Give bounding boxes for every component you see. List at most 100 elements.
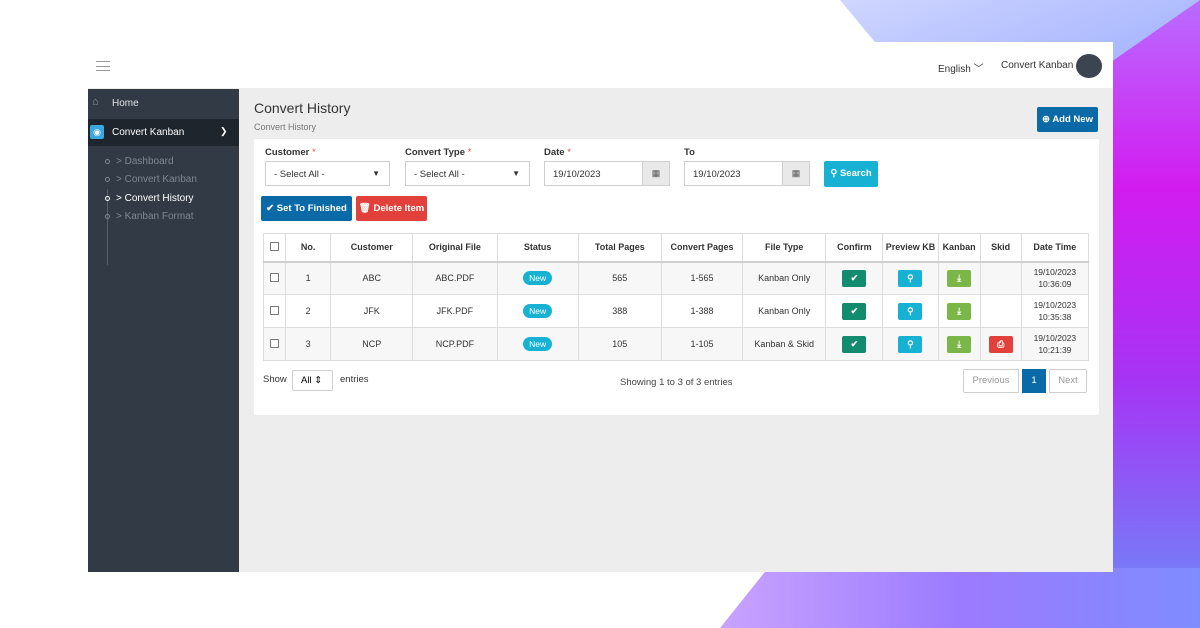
status-cell: New [496, 294, 579, 328]
customer-select[interactable]: - Select All - ▼ [265, 161, 390, 186]
file-cell: ABC.PDF [412, 261, 498, 295]
add-new-button[interactable]: ⊕ Add New [1037, 107, 1098, 132]
kanban-download-button[interactable]: ⤓ [947, 302, 972, 320]
row-select-cell[interactable] [262, 327, 287, 361]
confirm-button[interactable]: ✔ [842, 302, 867, 320]
column-header[interactable]: Convert Pages [660, 233, 744, 263]
column-header[interactable]: Preview KB [882, 233, 939, 263]
sidebar-item-label: > Convert History [116, 193, 194, 204]
set-finished-label: Set To Finished [276, 203, 347, 214]
kanban-download-button[interactable]: ⤓ [947, 269, 972, 287]
row-checkbox[interactable] [270, 338, 280, 348]
next-page-button[interactable]: Next [1049, 369, 1087, 393]
select-all-checkbox[interactable] [270, 241, 280, 251]
date-text: 19/10/2023 [1033, 267, 1077, 278]
sidebar-item-kanban-format[interactable]: > Kanban Format [88, 208, 239, 226]
row-checkbox[interactable] [270, 305, 280, 315]
status-badge: New [523, 337, 553, 351]
date-from-value: 19/10/2023 [553, 169, 601, 180]
customer-select-value: - Select All - [274, 169, 325, 180]
kanban-cell: ⤓ [937, 294, 981, 328]
add-new-label: Add New [1052, 114, 1093, 125]
file-type-cell: Kanban Only [742, 261, 827, 295]
date-to-input[interactable]: 19/10/2023 ▦ [684, 161, 810, 186]
column-header[interactable]: No. [285, 233, 332, 263]
column-header[interactable]: Skid [979, 233, 1022, 263]
column-header[interactable]: Confirm [825, 233, 884, 263]
customer-label-text: Customer [265, 147, 310, 158]
previous-page-button[interactable]: Previous [963, 369, 1019, 393]
preview-kb-button[interactable]: ⚲ [898, 335, 923, 353]
breadcrumb[interactable]: Convert History [254, 122, 317, 132]
column-header[interactable]: Original File [412, 233, 498, 263]
table-row: 2 JFK JFK.PDF New 388 1-388 Kanban Only … [262, 294, 1090, 328]
column-header[interactable]: Kanban [937, 233, 981, 263]
kanban-download-button[interactable]: ⤓ [947, 335, 972, 353]
column-header[interactable]: Total Pages [577, 233, 662, 263]
sidebar-item-convert-history[interactable]: > Convert History [88, 190, 239, 208]
chevron-down-icon: ﹀ [973, 64, 984, 75]
column-header[interactable]: Status [496, 233, 579, 263]
header-select-all[interactable] [262, 233, 287, 263]
home-icon: ⌂ [92, 96, 99, 108]
delete-item-button[interactable]: 🗑 Delete Item [356, 196, 427, 221]
skid-cell: ⎙ [979, 327, 1022, 361]
time-text: 10:21:39 [1038, 345, 1072, 355]
skid-cell [979, 261, 1022, 295]
avatar[interactable] [1076, 54, 1102, 78]
sidebar-item-label: > Convert Kanban [116, 174, 197, 185]
row-select-cell[interactable] [262, 261, 287, 295]
datetime-cell: 19/10/2023 10:36:09 [1020, 261, 1090, 295]
calendar-icon[interactable]: ▦ [782, 162, 809, 185]
sort-arrows-icon: ⇕ [314, 375, 323, 386]
entries-length-select[interactable]: All ⇕ [292, 370, 333, 391]
row-select-cell[interactable] [262, 294, 287, 328]
confirm-button[interactable]: ✔ [842, 335, 867, 353]
preview-kb-button[interactable]: ⚲ [898, 269, 923, 287]
total-pages-cell: 388 [577, 294, 662, 328]
skid-download-button[interactable]: ⎙ [988, 335, 1013, 353]
date-to-value: 19/10/2023 [693, 169, 741, 180]
calendar-icon[interactable]: ▦ [642, 162, 669, 185]
customer-cell: NCP [330, 327, 414, 361]
column-header[interactable]: File Type [742, 233, 827, 263]
sidebar-item-dashboard[interactable]: > Dashboard [88, 153, 239, 171]
search-button[interactable]: ⚲ Search [824, 161, 878, 187]
sidebar: ⌂ Home ◉ Convert Kanban ❯ > Dashboard > … [88, 89, 239, 572]
status-cell: New [496, 261, 579, 295]
download-icon: ⤓ [957, 338, 962, 349]
preview-kb-button[interactable]: ⚲ [898, 302, 923, 320]
topbar: English ﹀ Convert Kanban [88, 42, 1113, 89]
sidebar-item-convert-kanban[interactable]: > Convert Kanban [88, 171, 239, 189]
date-text: 19/10/2023 [1033, 300, 1077, 310]
table-header-row: No. Customer Original File Status Total … [262, 233, 1090, 263]
row-checkbox[interactable] [270, 272, 280, 282]
language-label: English [938, 64, 971, 75]
sidebar-item-label: > Kanban Format [116, 211, 194, 222]
sidebar-item-home[interactable]: ⌂ Home [88, 95, 239, 113]
sidebar-section-convert-kanban[interactable]: ◉ Convert Kanban ❯ [88, 119, 239, 146]
convert-pages-cell: 1-388 [660, 294, 744, 328]
circle-icon [105, 159, 110, 164]
date-from-input[interactable]: 19/10/2023 ▦ [544, 161, 670, 186]
check-icon: ✔ [850, 272, 859, 283]
column-header[interactable]: Customer [330, 233, 414, 263]
file-cell: NCP.PDF [412, 327, 498, 361]
page-1-button[interactable]: 1 [1022, 369, 1046, 393]
total-pages-cell: 105 [577, 327, 662, 361]
check-icon: ✔ [850, 305, 859, 316]
plus-circle-icon: ⊕ [1042, 114, 1051, 125]
show-label: Show [263, 374, 287, 385]
user-name[interactable]: Convert Kanban [1001, 60, 1074, 71]
entries-label: entries [340, 374, 369, 385]
confirm-cell: ✔ [825, 327, 884, 361]
confirm-button[interactable]: ✔ [842, 269, 867, 287]
convert-type-select[interactable]: - Select All - ▼ [405, 161, 530, 186]
column-header[interactable]: Date Time [1020, 233, 1090, 263]
search-icon: ⚲ [907, 272, 914, 283]
menu-icon[interactable] [96, 61, 110, 71]
datetime-cell: 19/10/2023 10:21:39 [1020, 327, 1090, 361]
language-dropdown[interactable]: English ﹀ [938, 60, 984, 75]
convert-type-label: Convert Type * [405, 147, 471, 158]
set-finished-button[interactable]: ✔ Set To Finished [261, 196, 352, 221]
